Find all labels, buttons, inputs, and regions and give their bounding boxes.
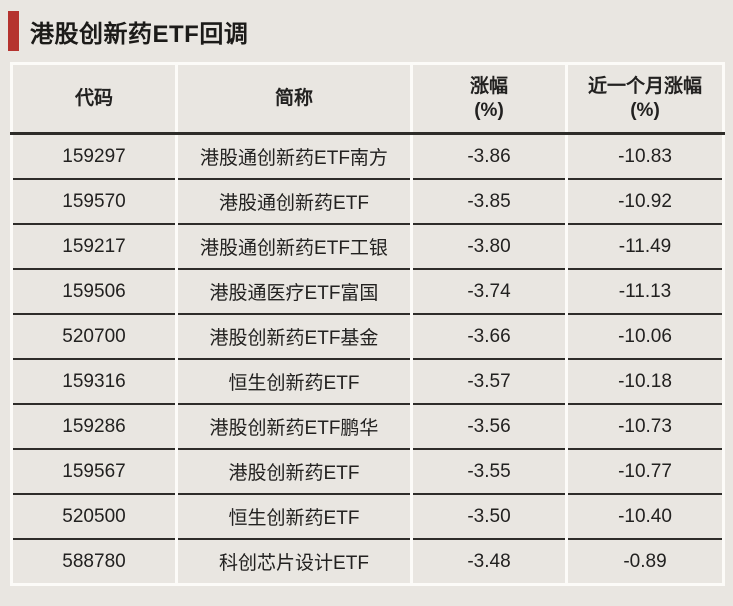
table-row: 159217 港股通创新药ETF工银 -3.80 -11.49 bbox=[10, 224, 725, 270]
table-row: 159297 港股通创新药ETF南方 -3.86 -10.83 bbox=[10, 133, 725, 180]
cell-name: 港股创新药ETF鹏华 bbox=[175, 404, 413, 450]
cell-month-change: -10.40 bbox=[565, 494, 725, 540]
table-row: 159570 港股通创新药ETF -3.85 -10.92 bbox=[10, 179, 725, 225]
cell-month-change: -10.92 bbox=[565, 179, 725, 225]
col-header-change-label: 涨幅 bbox=[469, 75, 508, 97]
cell-change: -3.55 bbox=[410, 449, 568, 495]
cell-code: 159567 bbox=[10, 449, 178, 495]
cell-change: -3.85 bbox=[410, 179, 568, 225]
table-header-row: 代码 简称 涨幅 (%) 近一个月涨幅 (%) bbox=[10, 62, 725, 135]
cell-change: -3.80 bbox=[410, 224, 568, 270]
col-header-code: 代码 bbox=[10, 62, 178, 135]
cell-name: 恒生创新药ETF bbox=[175, 494, 413, 540]
cell-name: 港股通创新药ETF bbox=[175, 179, 413, 225]
cell-code: 159570 bbox=[10, 179, 178, 225]
table-row: 159286 港股创新药ETF鹏华 -3.56 -10.73 bbox=[10, 404, 725, 450]
table-row: 159316 恒生创新药ETF -3.57 -10.18 bbox=[10, 359, 725, 405]
cell-change: -3.56 bbox=[410, 404, 568, 450]
cell-month-change: -10.18 bbox=[565, 359, 725, 405]
cell-month-change: -10.77 bbox=[565, 449, 725, 495]
cell-code: 520700 bbox=[10, 314, 178, 360]
title-bar: 港股创新药ETF回调 bbox=[0, 0, 733, 54]
cell-name: 港股通创新药ETF南方 bbox=[175, 133, 413, 180]
cell-month-change: -10.73 bbox=[565, 404, 725, 450]
col-header-name: 简称 bbox=[175, 62, 413, 135]
cell-change: -3.50 bbox=[410, 494, 568, 540]
cell-month-change: -10.83 bbox=[565, 133, 725, 180]
cell-name: 港股创新药ETF bbox=[175, 449, 413, 495]
table-row: 520700 港股创新药ETF基金 -3.66 -10.06 bbox=[10, 314, 725, 360]
cell-name: 恒生创新药ETF bbox=[175, 359, 413, 405]
col-header-month-change: 近一个月涨幅 (%) bbox=[565, 62, 725, 135]
cell-change: -3.48 bbox=[410, 539, 568, 586]
cell-code: 159506 bbox=[10, 269, 178, 315]
col-header-code-label: 代码 bbox=[74, 87, 113, 109]
cell-code: 159316 bbox=[10, 359, 178, 405]
cell-code: 520500 bbox=[10, 494, 178, 540]
table-row: 159567 港股创新药ETF -3.55 -10.77 bbox=[10, 449, 725, 495]
cell-code: 159217 bbox=[10, 224, 178, 270]
cell-month-change: -11.13 bbox=[565, 269, 725, 315]
table-row: 520500 恒生创新药ETF -3.50 -10.40 bbox=[10, 494, 725, 540]
col-header-month-change-label: 近一个月涨幅 bbox=[587, 75, 702, 97]
col-header-month-change-sub: (%) bbox=[630, 99, 660, 121]
cell-name: 港股通医疗ETF富国 bbox=[175, 269, 413, 315]
cell-change: -3.74 bbox=[410, 269, 568, 315]
etf-performance-table: 代码 简称 涨幅 (%) 近一个月涨幅 (%) 159297 港股通创新药ETF… bbox=[10, 62, 725, 586]
cell-month-change: -10.06 bbox=[565, 314, 725, 360]
title-accent-bar bbox=[8, 11, 19, 51]
cell-change: -3.57 bbox=[410, 359, 568, 405]
cell-change: -3.66 bbox=[410, 314, 568, 360]
cell-name: 科创芯片设计ETF bbox=[175, 539, 413, 586]
cell-month-change: -11.49 bbox=[565, 224, 725, 270]
col-header-change-sub: (%) bbox=[474, 99, 504, 121]
cell-code: 159286 bbox=[10, 404, 178, 450]
cell-name: 港股创新药ETF基金 bbox=[175, 314, 413, 360]
cell-code: 159297 bbox=[10, 133, 178, 180]
page-title: 港股创新药ETF回调 bbox=[30, 20, 249, 48]
table-row: 588780 科创芯片设计ETF -3.48 -0.89 bbox=[10, 539, 725, 586]
cell-name: 港股通创新药ETF工银 bbox=[175, 224, 413, 270]
cell-change: -3.86 bbox=[410, 133, 568, 180]
col-header-name-label: 简称 bbox=[274, 87, 313, 109]
col-header-change: 涨幅 (%) bbox=[410, 62, 568, 135]
cell-code: 588780 bbox=[10, 539, 178, 586]
cell-month-change: -0.89 bbox=[565, 539, 725, 586]
table-row: 159506 港股通医疗ETF富国 -3.74 -11.13 bbox=[10, 269, 725, 315]
